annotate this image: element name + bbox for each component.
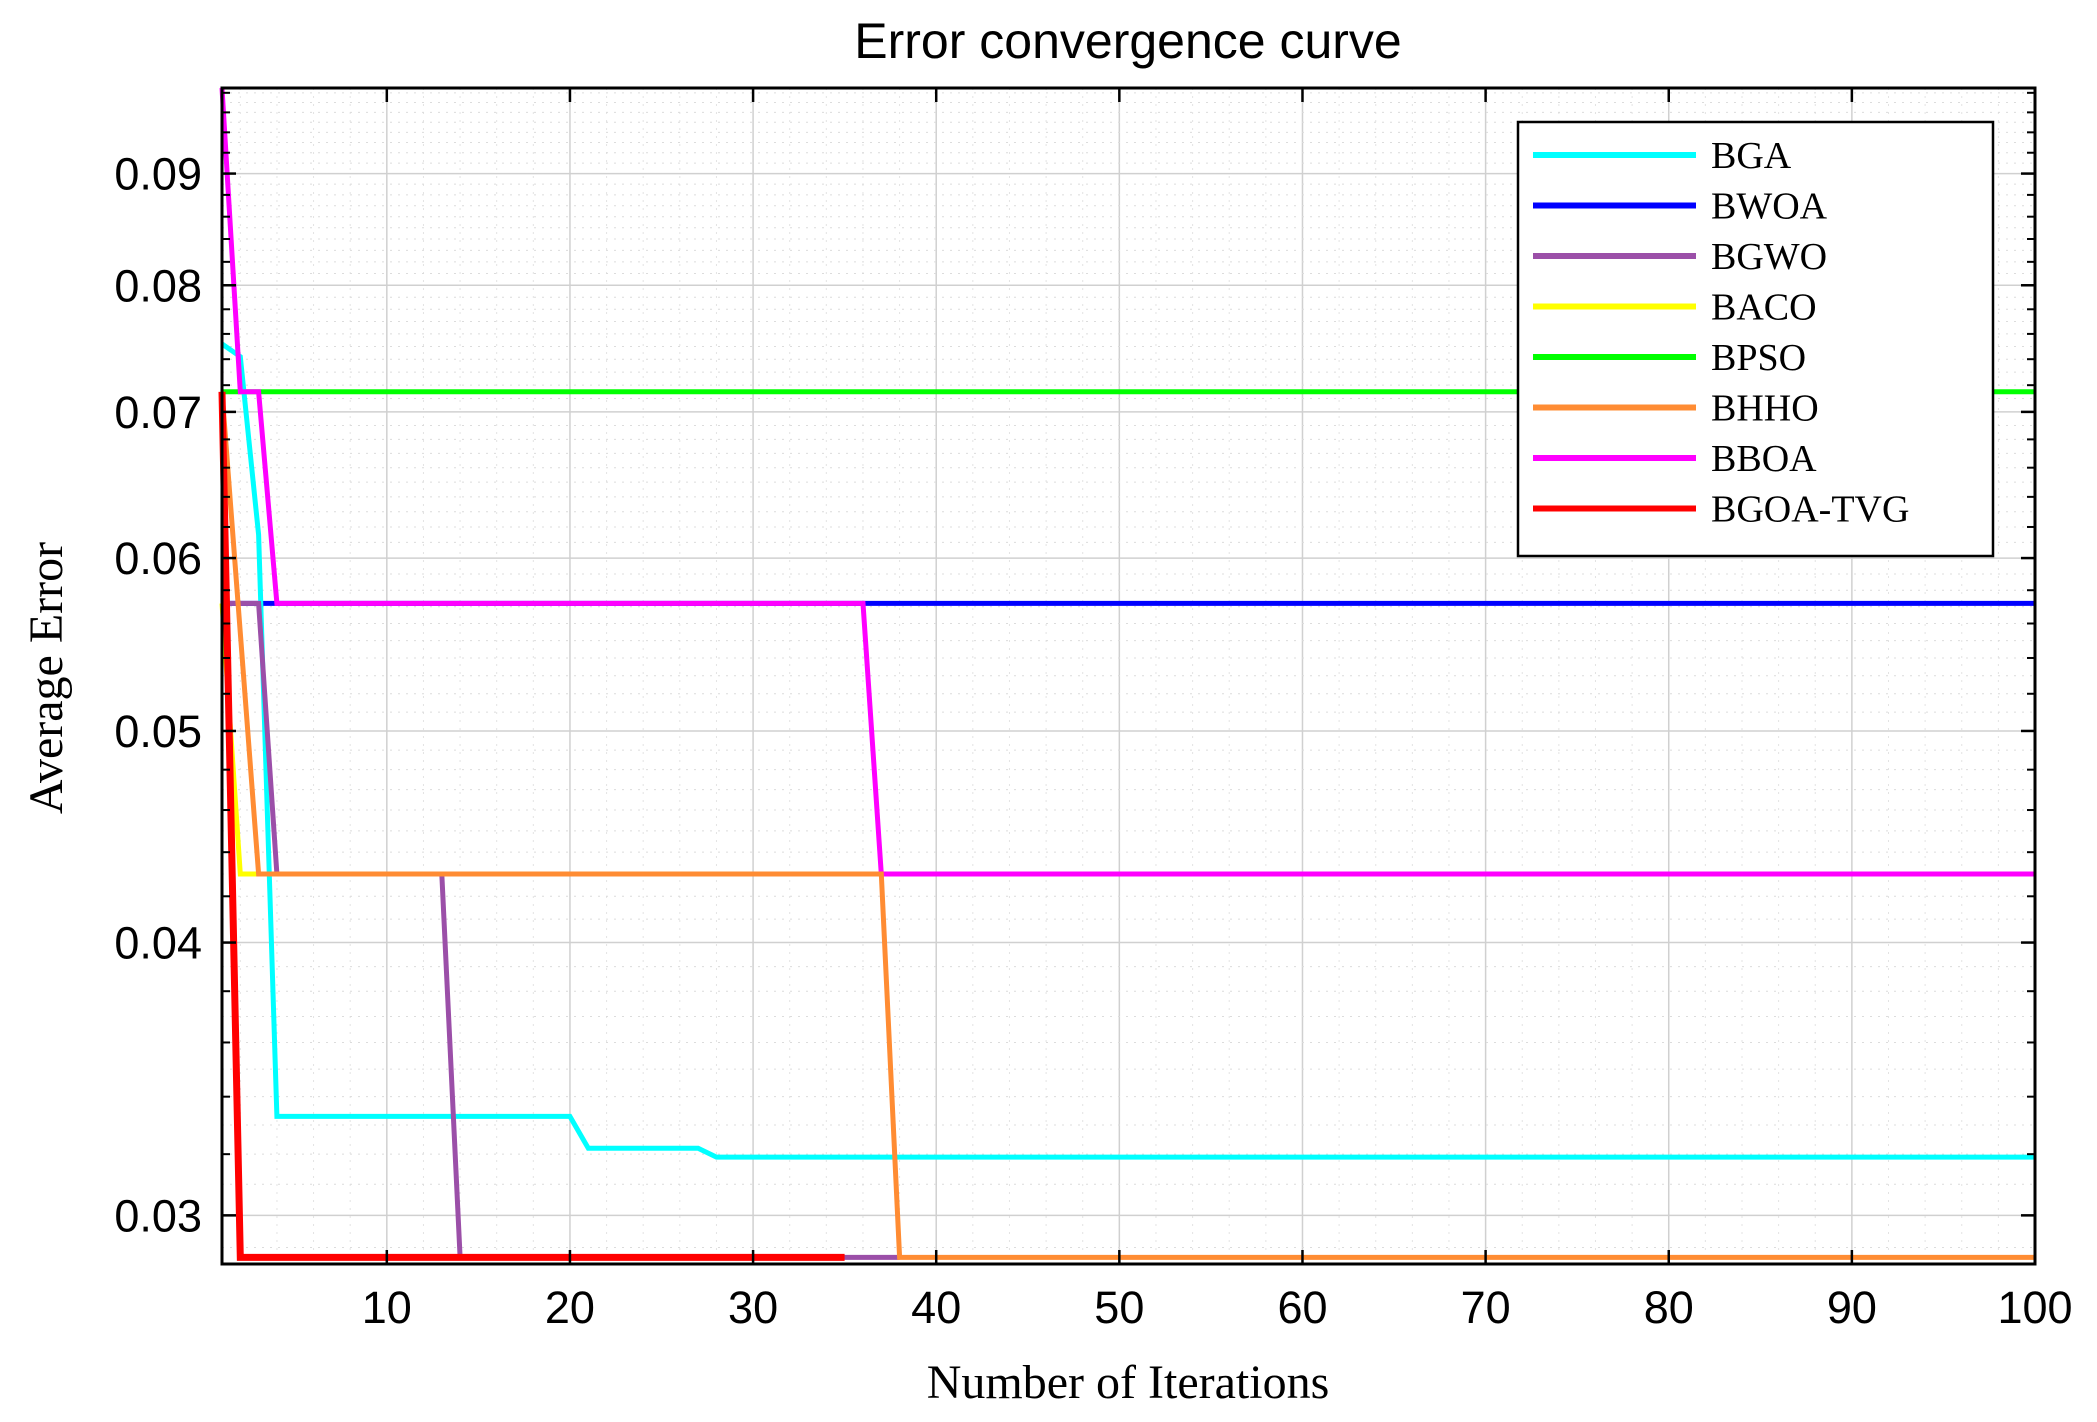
x-tick-label: 50: [1094, 1282, 1144, 1333]
y-axis-label: Average Error: [20, 542, 73, 814]
x-tick-label: 10: [362, 1282, 412, 1333]
x-tick-label: 100: [1997, 1282, 2072, 1333]
y-tick-label: 0.06: [114, 533, 202, 584]
tick-marks: [222, 88, 2037, 1264]
legend-label: BGA: [1711, 135, 1792, 177]
y-tick-label: 0.08: [114, 260, 202, 311]
tick-labels: 10 20 30 40 50 60 70 80 90 100 0.03 0.04 0.05 0.06 0.0…: [114, 149, 2072, 1333]
series-line-bhho: [219, 391, 2035, 1260]
x-tick-label: 20: [545, 1282, 595, 1333]
legend-label: BGWO: [1711, 236, 1827, 278]
series-lines: [218, 87, 2035, 1261]
y-tick-label: 0.09: [114, 149, 202, 200]
legend-label: BGOA-TVG: [1711, 489, 1909, 531]
x-tick-label: 90: [1827, 1282, 1877, 1333]
legend-label: BPSO: [1711, 337, 1806, 379]
legend: BGA BWOA BGWO BACO BPSO BHHO BBOA BGOA-TVG: [1516, 120, 1995, 558]
x-axis-label: Number of Iterations: [927, 1356, 1330, 1409]
x-tick-label: 70: [1461, 1282, 1511, 1333]
legend-label: BWOA: [1711, 186, 1828, 228]
x-tick-label: 60: [1277, 1282, 1327, 1333]
x-tick-label: 80: [1644, 1282, 1694, 1333]
y-tick-label: 0.05: [114, 706, 202, 757]
legend-label: BHHO: [1711, 388, 1819, 430]
series-line-bgoa-tvg: [218, 391, 845, 1261]
chart-title: Error convergence curve: [854, 13, 1401, 69]
y-tick-label: 0.03: [114, 1190, 202, 1241]
x-tick-label: 30: [728, 1282, 778, 1333]
x-tick-label: 40: [911, 1282, 961, 1333]
legend-box: [1516, 120, 1995, 558]
series-line-bga: [220, 341, 2035, 1160]
y-tick-label: 0.04: [114, 918, 202, 969]
legend-label: BBOA: [1711, 438, 1817, 480]
legend-label: BACO: [1711, 287, 1817, 329]
plot-frame: [220, 86, 2037, 1266]
y-tick-label: 0.07: [114, 387, 202, 438]
